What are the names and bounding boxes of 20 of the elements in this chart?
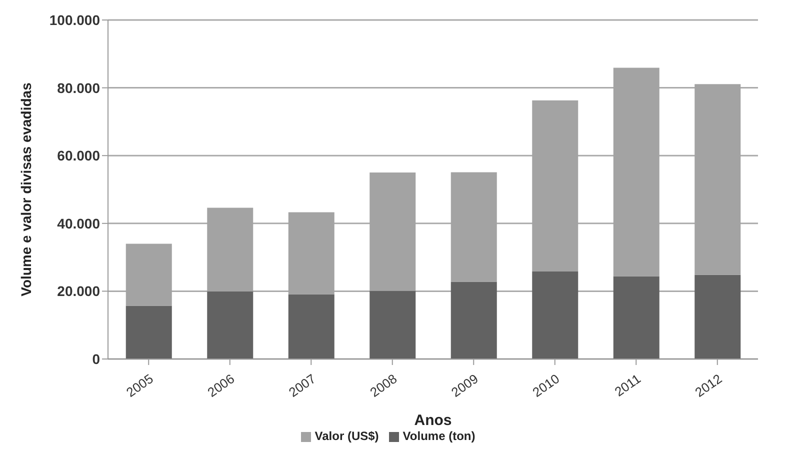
bar — [532, 272, 578, 359]
y-tick-label: 100.000 — [49, 12, 100, 28]
y-tick-label: 80.000 — [57, 80, 100, 96]
x-tick-label: 2011 — [612, 371, 644, 400]
bar — [207, 292, 254, 359]
y-tick-label: 0 — [92, 350, 100, 367]
y-axis-title: Volume e valor divisas evadidas — [18, 82, 34, 296]
legend-label: Valor (US$) — [314, 429, 379, 443]
y-tick-label: 40.000 — [57, 215, 100, 232]
x-tick-label: 2009 — [448, 371, 481, 400]
bar — [450, 282, 497, 359]
bar — [370, 290, 416, 359]
y-tick-label: 60.000 — [57, 148, 100, 164]
y-tick-label: 20.000 — [57, 283, 100, 300]
bar — [613, 276, 660, 359]
x-axis-title: Anos — [414, 412, 452, 429]
legend-label: Volume (ton) — [402, 429, 476, 443]
bar — [288, 294, 334, 359]
bar — [126, 306, 172, 359]
bar — [694, 274, 741, 359]
